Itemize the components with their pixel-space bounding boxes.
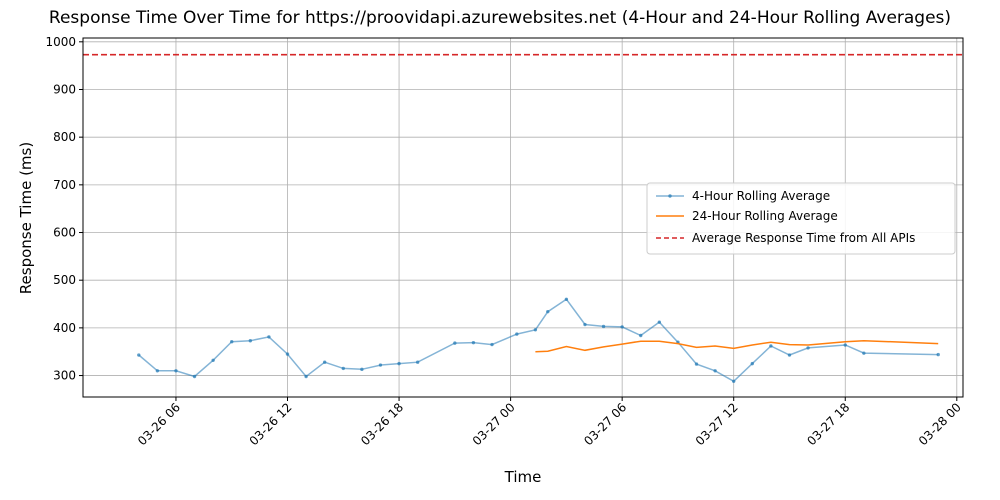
series-4h-point-7 bbox=[267, 335, 271, 339]
series-4h-point-16 bbox=[453, 341, 457, 345]
series-4h-point-8 bbox=[285, 352, 290, 356]
series-4h-point-5 bbox=[230, 339, 234, 344]
series-layer bbox=[83, 53, 963, 383]
series-4h-point-26 bbox=[639, 333, 643, 338]
series-4h-point-33 bbox=[769, 344, 773, 348]
y-axis-ticks: 300 400 500 600 700 800 900 1000 bbox=[45, 35, 83, 383]
series-4h-point-22 bbox=[564, 297, 569, 301]
legend-swatch-4h-marker bbox=[668, 194, 672, 198]
y-tick-label-300: 300 bbox=[53, 369, 76, 383]
series-4h-point-18 bbox=[490, 342, 494, 347]
legend-label-24h: 24-Hour Rolling Average bbox=[692, 209, 838, 223]
series-4h-point-14 bbox=[397, 361, 401, 366]
series-4h-point-31 bbox=[732, 379, 736, 383]
series-4h-point-0 bbox=[137, 353, 141, 357]
y-tick-label-400: 400 bbox=[53, 321, 76, 335]
series-4h-point-12 bbox=[360, 367, 364, 372]
plot-frame bbox=[82, 37, 964, 398]
grid-lines bbox=[83, 38, 963, 397]
series-4h-point-2 bbox=[174, 369, 178, 373]
series-4h-point-36 bbox=[843, 343, 847, 347]
y-tick-label-600: 600 bbox=[53, 226, 76, 240]
series-4h-point-35 bbox=[806, 346, 810, 350]
y-tick-label-900: 900 bbox=[53, 82, 76, 96]
series-4h-point-30 bbox=[713, 369, 717, 373]
x-axis-title: Time bbox=[504, 468, 542, 486]
legend-label-avg: Average Response Time from All APIs bbox=[692, 231, 915, 245]
series-4h-point-38 bbox=[936, 352, 940, 357]
series-4h-point-6 bbox=[248, 339, 253, 343]
series-4h-point-17 bbox=[471, 340, 476, 345]
series-4h-point-20 bbox=[533, 328, 538, 332]
series-4h-point-32 bbox=[750, 361, 754, 366]
series-4h-point-13 bbox=[378, 363, 383, 367]
series-4h-point-29 bbox=[694, 362, 699, 366]
series-4h-point-24 bbox=[601, 324, 606, 329]
y-tick-label-700: 700 bbox=[53, 178, 76, 192]
series-4h-point-21 bbox=[546, 309, 550, 314]
series-4h-point-1 bbox=[155, 369, 160, 373]
legend-label-4h: 4-Hour Rolling Average bbox=[692, 189, 830, 203]
series-4h-point-37 bbox=[862, 351, 866, 355]
series-4h-point-11 bbox=[341, 366, 345, 371]
series-4h-point-27 bbox=[657, 320, 662, 324]
series-4h-point-3 bbox=[192, 374, 197, 379]
y-axis-title: Response Time (ms) bbox=[17, 142, 35, 294]
series-4h-point-9 bbox=[304, 374, 308, 379]
y-tick-label-1000: 1000 bbox=[45, 35, 76, 49]
y-tick-label-800: 800 bbox=[53, 130, 76, 144]
series-4h-point-15 bbox=[415, 360, 420, 364]
legend: 4-Hour Rolling Average 24-Hour Rolling A… bbox=[646, 182, 956, 255]
legend-frame bbox=[646, 182, 956, 255]
series-4h-point-25 bbox=[620, 325, 624, 329]
series-4h-point-23 bbox=[583, 322, 587, 327]
series-4h-point-34 bbox=[787, 353, 792, 357]
series-24h-rolling-line bbox=[535, 339, 939, 353]
series-4h-point-19 bbox=[515, 332, 519, 336]
series-4h-point-4 bbox=[211, 358, 215, 362]
series-4h-point-10 bbox=[322, 360, 327, 364]
y-tick-label-500: 500 bbox=[53, 273, 76, 287]
chart-title: Response Time Over Time for https://proo… bbox=[49, 8, 951, 28]
